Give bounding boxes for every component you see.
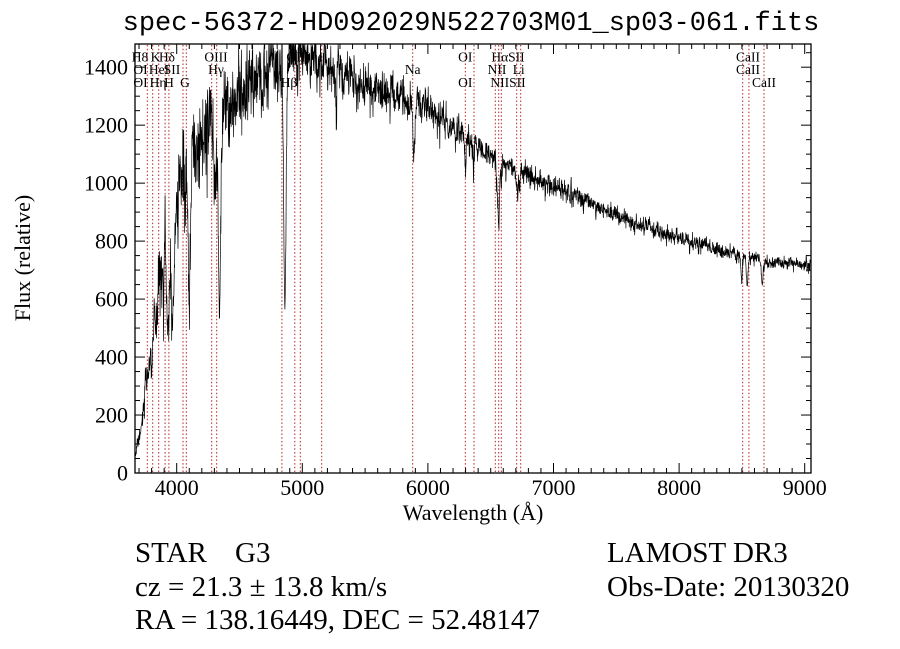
- svg-text:600: 600: [95, 287, 128, 312]
- svg-text:G3: G3: [235, 537, 270, 569]
- svg-text:LAMOST DR3: LAMOST DR3: [607, 537, 788, 569]
- svg-text:OI: OI: [458, 75, 473, 90]
- svg-text:7000: 7000: [532, 475, 576, 500]
- svg-text:STAR: STAR: [135, 537, 207, 569]
- svg-text:8000: 8000: [657, 475, 701, 500]
- svg-text:5000: 5000: [280, 475, 324, 500]
- svg-text:Flux (relative): Flux (relative): [10, 195, 35, 321]
- svg-text:800: 800: [95, 229, 128, 254]
- svg-text:Na: Na: [405, 62, 421, 77]
- svg-text:Hβ: Hβ: [281, 75, 298, 90]
- svg-text:1200: 1200: [84, 113, 128, 138]
- svg-text:0: 0: [117, 461, 128, 486]
- svg-text:spec-56372-HD092029N522703M01_: spec-56372-HD092029N522703M01_sp03-061.f…: [123, 9, 820, 39]
- svg-text:Hγ: Hγ: [208, 62, 224, 77]
- svg-text:9000: 9000: [783, 475, 827, 500]
- svg-text:H: H: [164, 75, 174, 90]
- svg-text:OI: OI: [133, 75, 148, 90]
- svg-text:OI: OI: [458, 50, 473, 65]
- svg-text:6000: 6000: [406, 475, 450, 500]
- svg-text:cz = 21.3 ± 13.8 km/s: cz = 21.3 ± 13.8 km/s: [135, 571, 387, 603]
- svg-text:4000: 4000: [155, 475, 199, 500]
- svg-text:G: G: [180, 75, 190, 90]
- svg-text:400: 400: [95, 345, 128, 370]
- svg-text:Wavelength (Å): Wavelength (Å): [403, 500, 544, 525]
- svg-text:Obs-Date: 20130320: Obs-Date: 20130320: [607, 571, 849, 603]
- svg-text:NIISII: NIISII: [490, 75, 526, 90]
- svg-text:RA = 138.16449, DEC = 52.4814: RA = 138.16449, DEC = 52.48147: [135, 604, 540, 636]
- svg-text:CaII: CaII: [752, 75, 776, 90]
- svg-text:1400: 1400: [84, 55, 128, 80]
- svg-text:200: 200: [95, 403, 128, 428]
- svg-text:1000: 1000: [84, 171, 128, 196]
